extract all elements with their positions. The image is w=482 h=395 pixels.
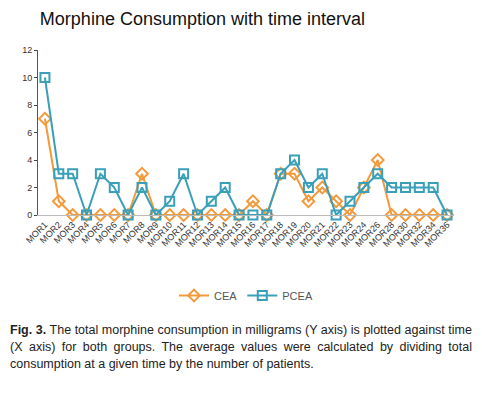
svg-text:MOR12: MOR12 [173,220,202,249]
svg-text:4: 4 [27,155,32,165]
svg-text:MOR34: MOR34 [409,220,438,249]
svg-text:MOR13: MOR13 [187,220,216,249]
svg-text:MOR2: MOR2 [38,220,63,245]
svg-text:MOR21: MOR21 [298,220,327,249]
svg-text:MOR8: MOR8 [121,220,146,245]
svg-text:MOR18: MOR18 [256,220,285,249]
svg-text:MOR20: MOR20 [284,220,313,249]
svg-text:6: 6 [27,128,32,138]
svg-text:8: 8 [27,100,32,110]
svg-text:MOR26: MOR26 [353,220,382,249]
svg-text:MOR24: MOR24 [339,220,368,249]
svg-text:MOR32: MOR32 [395,220,424,249]
svg-text:MOR4: MOR4 [66,220,91,245]
svg-text:MOR17: MOR17 [242,220,271,249]
html-text:Fig. 3. The total morphine con: Fig. 3. The total morphine consumption i… [10,323,472,371]
svg-text:MOR3: MOR3 [52,220,77,245]
svg-text:MOR15: MOR15 [215,220,244,249]
svg-text:MOR9: MOR9 [135,220,160,245]
svg-text:PCEA: PCEA [282,290,313,302]
svg-text:MOR7: MOR7 [107,220,132,245]
svg-text:MOR22: MOR22 [312,220,341,249]
svg-text:MOR19: MOR19 [270,220,299,249]
svg-text:CEA: CEA [214,290,237,302]
svg-text:MOR28: MOR28 [367,220,396,249]
svg-text:0: 0 [27,210,32,220]
svg-text:MOR16: MOR16 [229,220,258,249]
svg-text:MOR5: MOR5 [80,220,105,245]
svg-text:MOR36: MOR36 [423,220,452,249]
svg-text:MOR1: MOR1 [24,220,49,245]
svg-text:10: 10 [22,73,32,83]
svg-text:2: 2 [27,183,32,193]
svg-text:MOR23: MOR23 [326,220,355,249]
svg-text:Morphine Consumption with time: Morphine Consumption with time interval [40,9,365,29]
svg-text:MOR10: MOR10 [145,220,174,249]
svg-text:MOR14: MOR14 [201,220,230,249]
svg-text:MOR11: MOR11 [160,220,189,249]
svg-text:MOR30: MOR30 [381,220,410,249]
svg-text:12: 12 [22,45,32,55]
svg-text:MOR6: MOR6 [93,220,118,245]
